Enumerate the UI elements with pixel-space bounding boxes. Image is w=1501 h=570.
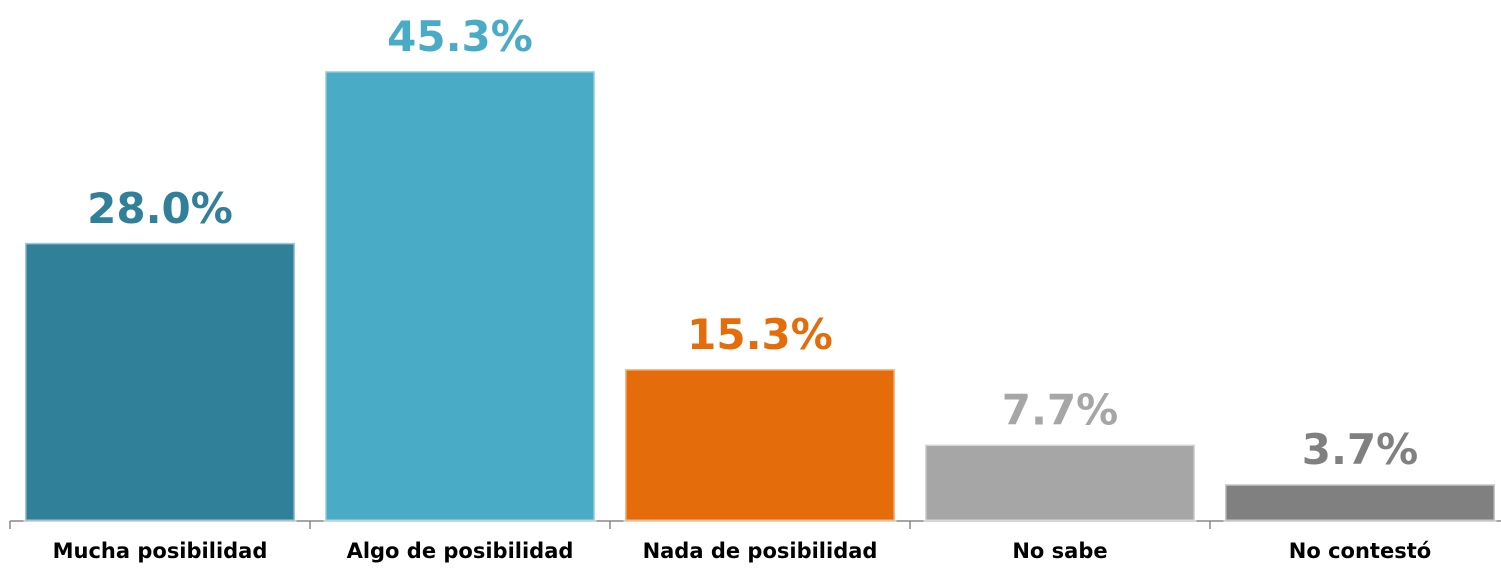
x-tick-label: No contestó — [1289, 539, 1431, 563]
value-label: 7.7% — [1002, 386, 1118, 435]
x-tick-label: No sabe — [1012, 539, 1107, 563]
bar — [923, 443, 1197, 523]
value-label: 28.0% — [87, 184, 233, 233]
bar — [1223, 482, 1497, 523]
bar — [323, 69, 597, 523]
x-tick-label: Mucha posibilidad — [53, 539, 268, 563]
x-tick-label: Nada de posibilidad — [643, 539, 878, 563]
value-label: 15.3% — [687, 310, 833, 359]
bar — [23, 241, 297, 523]
bar — [623, 367, 897, 523]
value-label: 3.7% — [1302, 425, 1418, 474]
value-label: 45.3% — [387, 12, 533, 61]
x-tick-label: Algo de posibilidad — [347, 539, 574, 563]
